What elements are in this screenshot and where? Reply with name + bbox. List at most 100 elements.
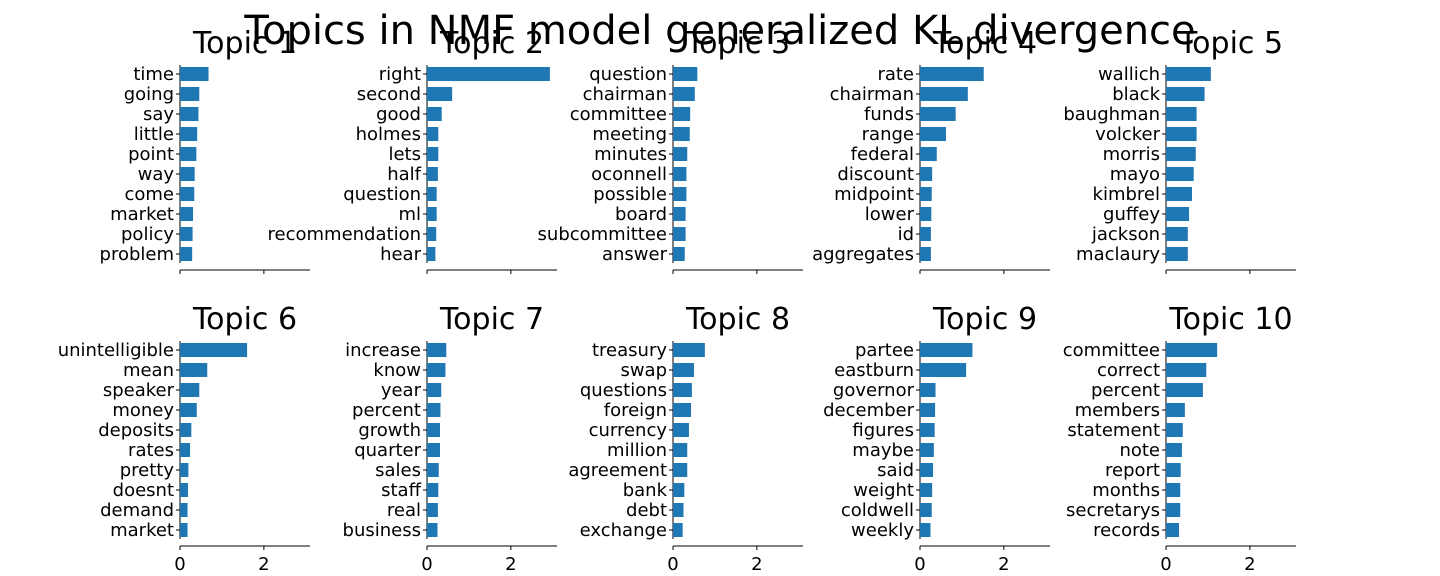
topic-title: Topic 8 xyxy=(685,302,790,337)
y-tick-label: deposits xyxy=(98,420,174,441)
bar-subcommittee xyxy=(673,227,686,241)
y-tick-label: treasury xyxy=(592,340,667,361)
bar-increase xyxy=(427,343,447,357)
bar-aggregates xyxy=(920,247,931,261)
bar-treasury xyxy=(673,343,705,357)
topic-panel-7: Topic 7 increaseknowyearpercentgrowthquar… xyxy=(343,302,557,575)
y-tick-label: mean xyxy=(123,360,174,381)
y-tick-label: coldwell xyxy=(841,500,914,521)
y-tick-label: baughman xyxy=(1063,104,1160,125)
y-tick-label: way xyxy=(138,164,175,185)
bar-kimbrel xyxy=(1166,187,1192,201)
y-tick-label: market xyxy=(110,204,174,225)
bar-mayo xyxy=(1166,167,1194,181)
y-tick-label: time xyxy=(133,64,174,85)
topic-title: Topic 1 xyxy=(192,26,297,61)
bar-meeting xyxy=(673,127,690,141)
bar-wallich xyxy=(1166,67,1211,81)
y-tick-label: aggregates xyxy=(812,244,914,265)
y-tick-label: hear xyxy=(380,244,422,265)
y-tick-label: black xyxy=(1112,84,1160,105)
topic-title: Topic 7 xyxy=(439,302,544,337)
bar-bank xyxy=(673,483,685,497)
y-tick-label: jackson xyxy=(1091,224,1160,245)
bar-jackson xyxy=(1166,227,1188,241)
bar-governor xyxy=(920,383,936,397)
bar-demand xyxy=(180,503,188,517)
y-tick-label: point xyxy=(128,144,174,165)
y-tick-label: report xyxy=(1105,460,1160,481)
x-tick-label: 0 xyxy=(667,554,678,575)
y-tick-label: said xyxy=(877,460,914,481)
bar-correct xyxy=(1166,363,1207,377)
y-tick-label: figures xyxy=(852,420,914,441)
bar-time xyxy=(180,67,209,81)
bar-say xyxy=(180,107,199,121)
bar-half xyxy=(427,167,438,181)
bar-year xyxy=(427,383,442,397)
y-tick-label: million xyxy=(607,440,667,461)
topic-title: Topic 3 xyxy=(685,26,790,61)
bar-hear xyxy=(427,247,436,261)
y-tick-label: swap xyxy=(620,360,667,381)
y-tick-label: morris xyxy=(1103,144,1160,165)
y-tick-label: weekly xyxy=(851,520,914,541)
bar-said xyxy=(920,463,933,477)
topic-panel-10: Topic 10 committeecorrectpercentmembersst… xyxy=(1063,302,1296,575)
y-tick-label: answer xyxy=(602,244,668,265)
bar-rates xyxy=(180,443,191,457)
bar-black xyxy=(1166,87,1205,101)
y-tick-label: real xyxy=(387,500,421,521)
bar-little xyxy=(180,127,198,141)
y-tick-label: governor xyxy=(833,380,915,401)
topic-panel-9: Topic 9 parteeeastburngovernordecemberfig… xyxy=(823,302,1050,575)
bar-right xyxy=(427,67,550,81)
y-tick-label: say xyxy=(143,104,174,125)
y-tick-label: rate xyxy=(877,64,914,85)
topic-panel-5: Topic 5 wallichblackbaughmanvolckermorris… xyxy=(1063,26,1296,274)
y-tick-label: agreement xyxy=(568,460,667,481)
y-tick-label: possible xyxy=(593,184,667,205)
bar-statement xyxy=(1166,423,1183,437)
y-tick-label: increase xyxy=(345,340,421,361)
subplot-grid: Topic 1timegoingsaylittlepointwaycomemar… xyxy=(58,26,1296,575)
bar-chairman xyxy=(920,87,968,101)
bar-debt xyxy=(673,503,684,517)
bar-mean xyxy=(180,363,208,377)
bar-federal xyxy=(920,147,937,161)
y-tick-label: eastburn xyxy=(834,360,914,381)
bar-percent xyxy=(1166,383,1203,397)
bar-coldwell xyxy=(920,503,932,517)
bar-guffey xyxy=(1166,207,1190,221)
y-tick-label: exchange xyxy=(580,520,667,541)
bar-recommendation xyxy=(427,227,437,241)
y-tick-label: unintelligible xyxy=(58,340,174,361)
y-tick-label: committee xyxy=(570,104,667,125)
y-tick-label: demand xyxy=(100,500,174,521)
y-tick-label: correct xyxy=(1097,360,1160,381)
bar-know xyxy=(427,363,446,377)
y-tick-label: secretarys xyxy=(1066,500,1160,521)
y-tick-label: market xyxy=(110,520,174,541)
x-tick-label: 2 xyxy=(751,554,762,575)
y-tick-label: currency xyxy=(589,420,668,441)
bar-partee xyxy=(920,343,973,357)
bar-volcker xyxy=(1166,127,1197,141)
bar-lets xyxy=(427,147,439,161)
y-tick-label: board xyxy=(615,204,667,225)
y-tick-label: speaker xyxy=(103,380,175,401)
y-tick-label: range xyxy=(862,124,914,145)
y-tick-label: guffey xyxy=(1103,204,1160,225)
x-tick-label: 2 xyxy=(1244,554,1255,575)
bar-figures xyxy=(920,423,935,437)
y-tick-label: year xyxy=(381,380,422,401)
y-tick-label: subcommittee xyxy=(538,224,667,245)
bar-oconnell xyxy=(673,167,687,181)
bar-business xyxy=(427,523,438,537)
y-tick-label: half xyxy=(387,164,421,185)
bar-real xyxy=(427,503,438,517)
y-tick-label: growth xyxy=(358,420,421,441)
bar-market xyxy=(180,207,193,221)
y-tick-label: going xyxy=(124,84,174,105)
bar-range xyxy=(920,127,946,141)
